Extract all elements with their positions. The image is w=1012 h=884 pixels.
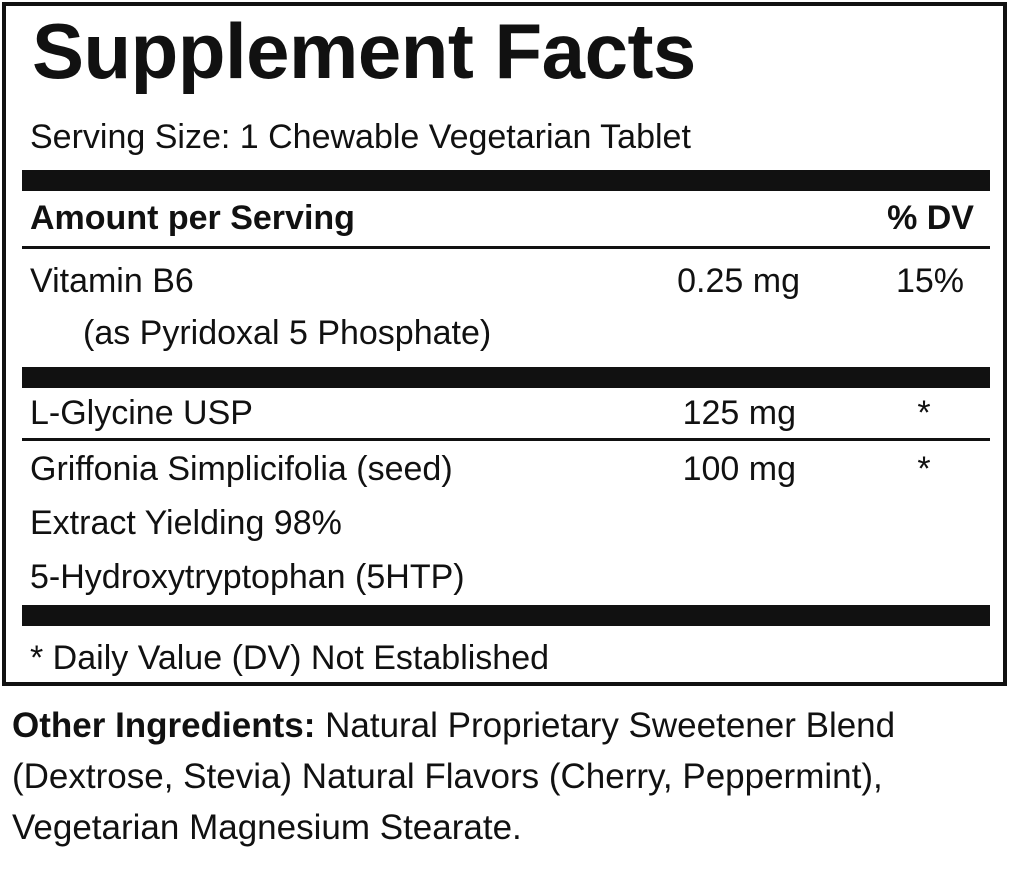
nutrient-amount-l-glycine: 125 mg xyxy=(682,394,796,432)
other-ingredients: Other Ingredients: Natural Proprietary S… xyxy=(12,700,1002,853)
nutrient-name-l-glycine: L-Glycine USP xyxy=(30,394,253,432)
nutrient-dv-griffonia: * xyxy=(917,450,931,488)
supplement-facts-panel xyxy=(2,2,1007,686)
divider-thick-1 xyxy=(22,170,990,191)
panel-title: Supplement Facts xyxy=(32,7,696,95)
nutrient-name-vitamin-b6: Vitamin B6 xyxy=(30,262,194,300)
divider-thin-1 xyxy=(22,246,990,249)
nutrient-dv-vitamin-b6: 15% xyxy=(895,262,964,300)
footnote: * Daily Value (DV) Not Established xyxy=(30,639,550,677)
other-ingredients-text: Natural Proprietary Sweetener Blend (Dex… xyxy=(12,706,896,847)
divider-thick-3 xyxy=(22,605,990,626)
serving-size: Serving Size: 1 Chewable Vegetarian Tabl… xyxy=(30,118,691,156)
amount-per-serving-header: Amount per Serving xyxy=(30,199,355,237)
nutrient-name-griffonia-line-1: Griffonia Simplicifolia (seed) xyxy=(30,450,453,488)
nutrient-amount-vitamin-b6: 0.25 mg xyxy=(677,262,800,300)
other-ingredients-label: Other Ingredients: xyxy=(12,706,316,745)
nutrient-subname-vitamin-b6: (as Pyridoxal 5 Phosphate) xyxy=(83,314,492,352)
nutrient-dv-l-glycine: * xyxy=(917,394,931,432)
divider-thin-2 xyxy=(22,438,990,441)
nutrient-name-griffonia-line-2: Extract Yielding 98% xyxy=(30,504,342,542)
nutrient-amount-griffonia: 100 mg xyxy=(682,450,796,488)
divider-thick-2 xyxy=(22,367,990,388)
dv-header: % DV xyxy=(887,199,974,237)
nutrient-name-griffonia-line-3: 5-Hydroxytryptophan (5HTP) xyxy=(30,558,465,596)
